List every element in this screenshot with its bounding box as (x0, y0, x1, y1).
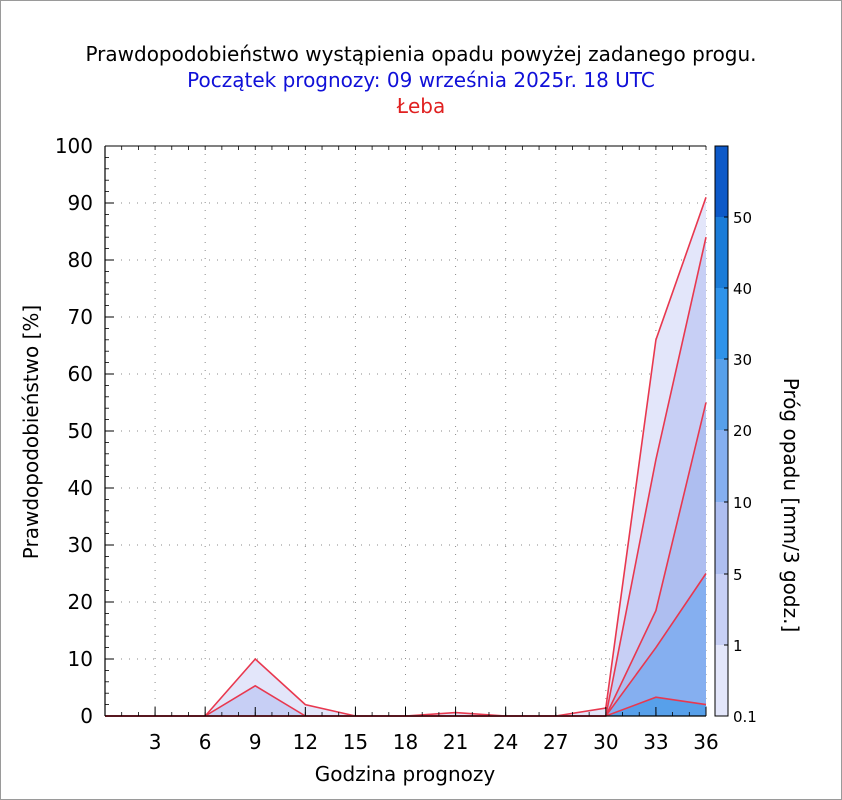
chart-subtitle: Początek prognozy: 09 września 2025r. 18… (187, 68, 655, 92)
y-tick-label: 80 (68, 248, 93, 272)
colorbar: 0.1 1 5 10 20 30 40 50 (714, 145, 757, 726)
x-tick-label: 12 (293, 730, 318, 754)
colorbar-tick-label: 40 (733, 280, 752, 298)
y-tick-label: 30 (68, 533, 93, 557)
x-tick-label: 33 (643, 730, 668, 754)
chart-title: Prawdopodobieństwo wystąpienia opadu pow… (85, 42, 757, 66)
colorbar-band (715, 430, 728, 502)
y-tick-label: 50 (68, 419, 93, 443)
x-tick-label: 36 (693, 730, 718, 754)
y-tick-label: 10 (68, 647, 93, 671)
y-axis-label: Prawdopodobieństwo [%] (19, 305, 43, 559)
colorbar-tick-label: 30 (733, 351, 752, 369)
y-tick-label: 100 (55, 134, 93, 158)
colorbar-band (715, 645, 728, 716)
x-axis-label: Godzina prognozy (315, 762, 496, 786)
colorbar-tick-label: 1 (733, 637, 743, 655)
x-tick-label: 30 (593, 730, 618, 754)
y-tick-label: 20 (68, 590, 93, 614)
series-line-0_1 (105, 197, 707, 717)
x-tick-label: 18 (393, 730, 418, 754)
colorbar-label: Próg opadu [mm/3 godz.] (779, 378, 803, 633)
colorbar-tick-label: 50 (733, 209, 752, 227)
colorbar-tick-label: 20 (733, 422, 752, 440)
x-tick-label: 21 (443, 730, 468, 754)
x-tick-label: 3 (149, 730, 162, 754)
x-tick-label: 15 (343, 730, 368, 754)
y-tick-label: 70 (68, 305, 93, 329)
location-label: Łeba (396, 94, 446, 118)
colorbar-band (715, 146, 728, 217)
colorbar-band (715, 359, 728, 430)
colorbar-band (715, 217, 728, 288)
colorbar-tick-label: 10 (733, 494, 752, 512)
area-threshold-20 (105, 697, 706, 716)
y-tick-label: 40 (68, 476, 93, 500)
colorbar-tick-label: 5 (733, 566, 743, 584)
colorbar-border (714, 145, 729, 717)
x-tick-label: 6 (199, 730, 212, 754)
y-tick-label: 90 (68, 191, 93, 215)
axis-layer: 3 6 9 12 15 18 21 24 27 30 33 360102030405060708090… (55, 134, 719, 754)
x-tick-label: 24 (493, 730, 518, 754)
x-tick-label: 27 (543, 730, 568, 754)
line-layer (105, 197, 707, 717)
colorbar-tick-label: 0.1 (733, 708, 757, 726)
colorbar-band (715, 574, 728, 645)
y-tick-label: 0 (80, 704, 93, 728)
colorbar-band (715, 502, 728, 574)
colorbar-band (715, 288, 728, 359)
y-tick-label: 60 (68, 362, 93, 386)
x-tick-label: 9 (249, 730, 262, 754)
